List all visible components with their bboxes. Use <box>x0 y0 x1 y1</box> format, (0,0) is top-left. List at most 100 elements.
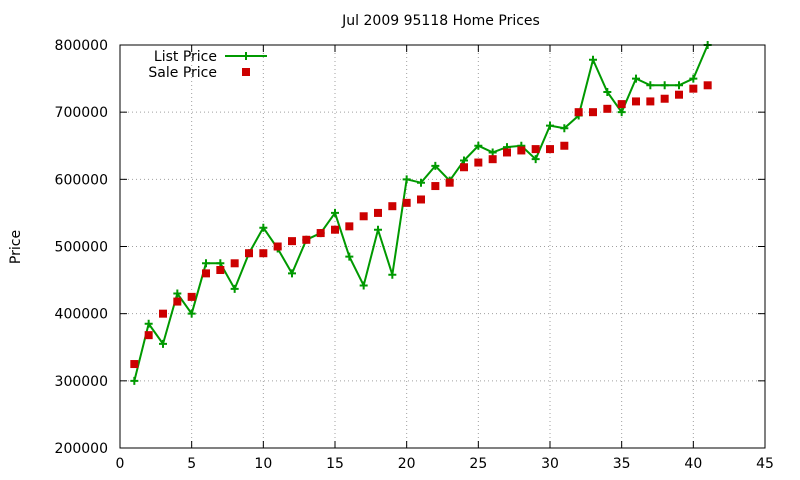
y-tick-label: 300000 <box>55 374 108 390</box>
sale-price-point <box>546 145 554 154</box>
list-price-point <box>259 223 268 232</box>
list-price-point <box>159 339 167 348</box>
list-price-point <box>331 208 339 217</box>
list-price-point <box>689 74 698 83</box>
list-price-point <box>560 124 569 133</box>
list-price-point <box>617 108 626 117</box>
sale-price-point <box>460 163 468 172</box>
legend-swatch-sale-price <box>242 68 250 76</box>
x-tick-label: 25 <box>469 456 487 472</box>
x-tick-label: 0 <box>116 456 125 472</box>
list-price-point <box>531 155 540 164</box>
list-price-point <box>202 259 210 268</box>
sale-price-point <box>574 108 583 117</box>
legend-label-list-price: List Price <box>154 49 217 65</box>
list-price-point <box>460 156 468 165</box>
sale-price-point <box>144 331 153 340</box>
list-price-point <box>488 148 497 157</box>
sale-price-point <box>230 259 239 268</box>
list-price-point <box>474 141 483 150</box>
sale-price-point <box>402 198 411 207</box>
sale-price-point <box>632 97 640 106</box>
sale-price-point <box>331 225 339 234</box>
sale-price-point <box>417 195 425 204</box>
sale-price-point <box>488 155 497 164</box>
sale-price-point <box>646 97 655 106</box>
grid-lines <box>120 45 765 448</box>
sale-price-point <box>273 242 282 251</box>
sale-price-point <box>660 94 669 103</box>
sale-price-point <box>531 145 540 154</box>
x-tick-label: 10 <box>254 456 272 472</box>
x-tick-label: 15 <box>326 456 344 472</box>
list-price-point <box>660 81 669 90</box>
legend-marker-list-price <box>242 52 250 60</box>
list-price-point <box>359 281 368 290</box>
list-price-point <box>632 74 640 83</box>
x-tick-label: 40 <box>684 456 702 472</box>
sale-price-point <box>503 148 511 157</box>
sale-price-point <box>302 235 311 244</box>
y-tick-label: 400000 <box>55 307 108 323</box>
x-tick-label: 20 <box>398 456 416 472</box>
sale-price-point <box>517 146 526 155</box>
list-price-point <box>589 55 597 64</box>
sale-price-point <box>345 222 354 231</box>
sale-price-point <box>703 81 712 90</box>
y-tick-label: 500000 <box>55 240 108 256</box>
sale-price-point <box>130 360 139 369</box>
list-price-point <box>288 269 296 278</box>
y-tick-label: 200000 <box>55 441 108 457</box>
list-price-point <box>144 319 153 328</box>
sale-price-point <box>202 269 210 278</box>
x-tick-label: 35 <box>613 456 631 472</box>
sale-price-point <box>187 292 196 301</box>
list-price-point <box>130 376 139 385</box>
y-tick-label: 800000 <box>55 38 108 54</box>
sale-price-point <box>216 266 225 275</box>
list-price-point <box>216 259 225 268</box>
y-axis-label: Price <box>8 230 24 264</box>
sale-price-point <box>474 158 483 167</box>
sale-price-point <box>431 182 440 191</box>
sale-price-point <box>316 229 325 238</box>
sale-price-point <box>359 212 368 221</box>
x-tick-label: 45 <box>756 456 774 472</box>
sale-price-point <box>259 249 268 258</box>
sale-price-point <box>388 202 397 211</box>
list-price-point <box>388 270 397 279</box>
legend-label-sale-price: Sale Price <box>148 65 217 81</box>
sale-price-point <box>617 100 626 109</box>
sale-price-point <box>159 309 167 318</box>
sale-price-point <box>173 297 182 306</box>
list-price-point <box>546 121 554 130</box>
list-price-line <box>133 44 709 382</box>
sale-price-point <box>560 141 569 150</box>
y-tick-label: 600000 <box>55 172 108 188</box>
list-price-point <box>345 252 354 261</box>
sale-price-point <box>689 84 698 93</box>
sale-price-point <box>445 178 454 187</box>
sale-price-point <box>245 249 253 258</box>
sale-price-point <box>288 237 296 246</box>
sale-price-point <box>603 104 612 113</box>
list-price-point <box>173 289 182 298</box>
list-price-point <box>374 225 382 234</box>
plot-series <box>130 41 712 385</box>
axis-ticks: 0 5 10 15 20 25 30 35 40 45 200000 300000 400000 5000… <box>55 38 774 472</box>
sale-price-point <box>675 90 683 99</box>
y-tick-label: 700000 <box>55 105 108 121</box>
chart-title: Jul 2009 95118 Home Prices <box>341 13 540 29</box>
list-price-point <box>417 178 425 187</box>
list-price-point <box>603 88 612 97</box>
sale-price-point <box>589 108 597 117</box>
list-price-point <box>187 309 196 318</box>
list-price-point <box>431 161 440 170</box>
x-tick-label: 5 <box>187 456 196 472</box>
list-price-point <box>230 284 239 293</box>
x-tick-label: 30 <box>541 456 559 472</box>
sale-price-point <box>374 208 382 217</box>
list-price-point <box>675 81 683 90</box>
